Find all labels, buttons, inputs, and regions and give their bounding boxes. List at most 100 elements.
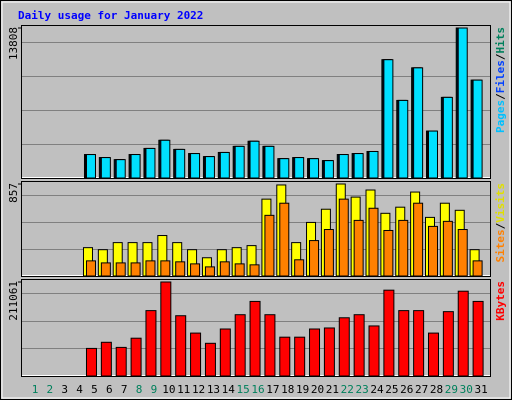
x-tick-label: 22 bbox=[341, 383, 354, 396]
bar bbox=[442, 96, 453, 179]
bar bbox=[413, 310, 425, 377]
bar bbox=[427, 130, 438, 179]
bar bbox=[264, 314, 276, 377]
bar bbox=[175, 315, 187, 377]
bar bbox=[368, 207, 379, 277]
bar bbox=[100, 262, 111, 277]
bar bbox=[442, 311, 454, 377]
bar bbox=[279, 336, 291, 377]
x-tick-label: 23 bbox=[356, 383, 369, 396]
x-tick-label: 2 bbox=[47, 383, 54, 396]
bar bbox=[234, 145, 245, 179]
legend: Pages/Files/Hits bbox=[494, 27, 507, 133]
bar bbox=[190, 263, 201, 277]
x-tick-label: 1 bbox=[32, 383, 39, 396]
bar bbox=[294, 157, 305, 179]
bar bbox=[398, 99, 409, 179]
legend-entry: Hits bbox=[494, 27, 507, 54]
bar bbox=[279, 202, 290, 277]
bar bbox=[472, 79, 483, 179]
bar bbox=[115, 159, 126, 179]
bar bbox=[398, 310, 410, 377]
y-tick-label: 211061 bbox=[7, 281, 20, 321]
bar bbox=[85, 154, 96, 179]
bar bbox=[383, 59, 394, 179]
bar bbox=[175, 261, 186, 277]
bar bbox=[264, 214, 275, 277]
x-tick-label: 14 bbox=[222, 383, 236, 396]
y-tick-label: 857 bbox=[7, 183, 20, 203]
bar bbox=[472, 260, 483, 277]
bar bbox=[279, 158, 290, 179]
legend-separator: / bbox=[494, 53, 507, 60]
x-tick-label: 5 bbox=[91, 383, 98, 396]
legend-entry: Pages bbox=[494, 100, 507, 133]
bar bbox=[130, 337, 142, 377]
legend: KBytes bbox=[494, 281, 507, 321]
bar bbox=[338, 198, 349, 277]
bar bbox=[442, 220, 453, 277]
x-tick-label: 24 bbox=[370, 383, 384, 396]
x-tick-label: 18 bbox=[281, 383, 294, 396]
x-tick-label: 30 bbox=[460, 383, 473, 396]
bar bbox=[219, 261, 230, 277]
bar bbox=[219, 151, 230, 179]
x-tick-label: 21 bbox=[326, 383, 339, 396]
bar bbox=[383, 289, 395, 377]
bar bbox=[323, 327, 335, 377]
x-tick-label: 27 bbox=[415, 383, 428, 396]
bar bbox=[190, 332, 202, 377]
bar bbox=[294, 259, 305, 277]
legend-entry: Visits bbox=[494, 183, 507, 223]
legend: Sites/Visits bbox=[494, 183, 507, 263]
x-tick-label: 3 bbox=[61, 383, 68, 396]
x-tick-label: 25 bbox=[385, 383, 398, 396]
legend-entry: KBytes bbox=[494, 281, 507, 321]
bar bbox=[130, 262, 141, 277]
x-tick-label: 7 bbox=[121, 383, 128, 396]
x-tick-label: 19 bbox=[296, 383, 309, 396]
x-tick-label: 17 bbox=[266, 383, 279, 396]
bar bbox=[338, 317, 350, 377]
x-tick-label: 16 bbox=[251, 383, 264, 396]
bar bbox=[323, 160, 334, 179]
bar bbox=[309, 240, 320, 277]
bar bbox=[323, 229, 334, 277]
bar bbox=[100, 157, 111, 179]
x-tick-label: 11 bbox=[177, 383, 190, 396]
bar bbox=[130, 154, 141, 179]
x-tick-label: 10 bbox=[162, 383, 175, 396]
bar bbox=[145, 147, 156, 179]
bar bbox=[368, 150, 379, 179]
x-tick-label: 31 bbox=[474, 383, 487, 396]
bar bbox=[115, 262, 126, 277]
bar bbox=[457, 229, 468, 277]
bar bbox=[204, 156, 215, 179]
bar bbox=[353, 219, 364, 277]
bar bbox=[160, 139, 171, 179]
bar bbox=[413, 202, 424, 277]
x-tick-label: 20 bbox=[311, 383, 324, 396]
bar bbox=[472, 300, 484, 377]
bar bbox=[338, 154, 349, 179]
x-tick-label: 28 bbox=[430, 383, 443, 396]
bar bbox=[413, 67, 424, 179]
bar bbox=[457, 290, 469, 377]
x-tick-label: 15 bbox=[237, 383, 250, 396]
bar bbox=[115, 346, 127, 377]
legend-separator: / bbox=[494, 222, 507, 229]
bar bbox=[160, 281, 172, 377]
x-tick-label: 4 bbox=[76, 383, 83, 396]
bar bbox=[249, 264, 260, 277]
legend-entry: Files bbox=[494, 60, 507, 93]
bar bbox=[368, 325, 380, 377]
bar bbox=[204, 266, 215, 277]
bar bbox=[175, 148, 186, 179]
bar bbox=[160, 260, 171, 277]
bar bbox=[309, 328, 321, 377]
bar bbox=[249, 140, 260, 179]
bar bbox=[427, 225, 438, 277]
x-tick-label: 12 bbox=[192, 383, 205, 396]
